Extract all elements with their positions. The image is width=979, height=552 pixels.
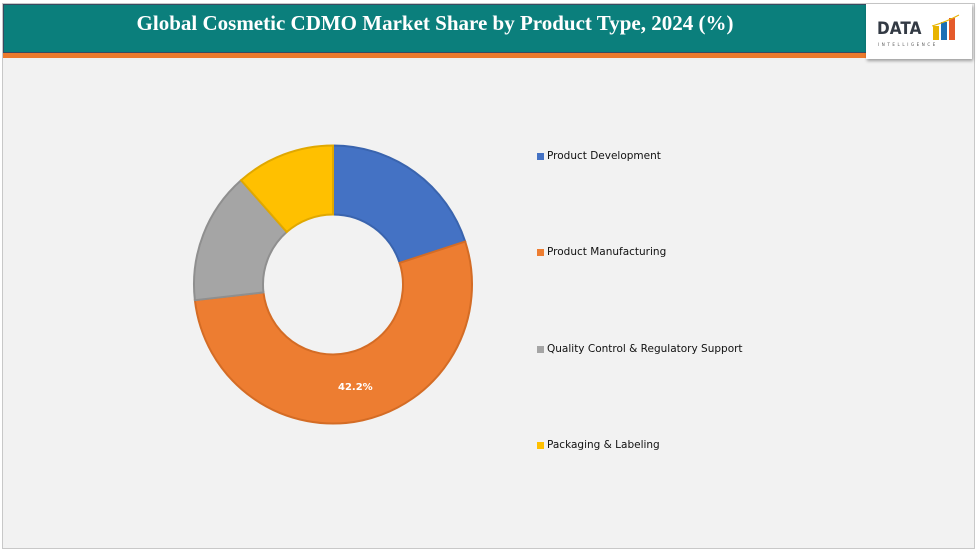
legend-label: Product Manufacturing [547, 246, 667, 258]
legend-swatch [537, 248, 544, 256]
donut-slice-product-development [332, 144, 467, 265]
legend-label: Quality Control & Regulatory Support [547, 343, 743, 355]
legend-swatch [537, 152, 544, 160]
bar-chart-logo-icon [932, 14, 960, 40]
legend-item-product-development: Product Development [537, 150, 661, 162]
title-banner: Global Cosmetic CDMO Market Share by Pro… [3, 4, 866, 52]
legend-swatch [537, 345, 544, 353]
slice-label-product-manufacturing: 42.2% [338, 382, 373, 393]
chart-title: Global Cosmetic CDMO Market Share by Pro… [136, 11, 734, 35]
legend-item-packaging-labeling: Packaging & Labeling [537, 439, 660, 451]
donut-slice-product-manufacturing [193, 240, 473, 425]
legend-swatch [537, 441, 544, 449]
legend-label: Packaging & Labeling [547, 439, 660, 451]
logo: DATA INTELLIGENCE [866, 4, 972, 59]
logo-text: DATA [877, 19, 922, 39]
donut-slice-packaging-labeling [239, 144, 334, 234]
accent-bar [3, 52, 866, 58]
legend-item-product-manufacturing: Product Manufacturing [537, 246, 666, 258]
legend-item-quality-control: Quality Control & Regulatory Support [537, 343, 743, 355]
legend-label: Product Development [547, 150, 661, 162]
logo-subtext: INTELLIGENCE [878, 42, 938, 47]
chart-frame [2, 3, 975, 549]
